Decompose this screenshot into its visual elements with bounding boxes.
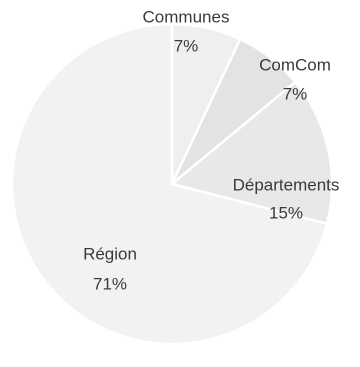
label-departements-percent: 15% <box>269 203 303 222</box>
label-comcom-percent: 7% <box>283 84 308 103</box>
label-region-name: Région <box>83 244 137 263</box>
pie-slices <box>10 22 334 346</box>
label-region-percent: 71% <box>93 274 127 293</box>
label-comcom-name: ComCom <box>259 55 331 74</box>
pie-slice-departements <box>169 80 334 226</box>
label-communes-percent: 7% <box>174 36 199 55</box>
label-communes-name: Communes <box>143 7 230 26</box>
pie-slice-region <box>10 22 329 346</box>
label-departements-name: Départements <box>233 175 340 194</box>
pie-labels: Communes 7% ComCom 7% Départements 15% R… <box>83 7 339 293</box>
